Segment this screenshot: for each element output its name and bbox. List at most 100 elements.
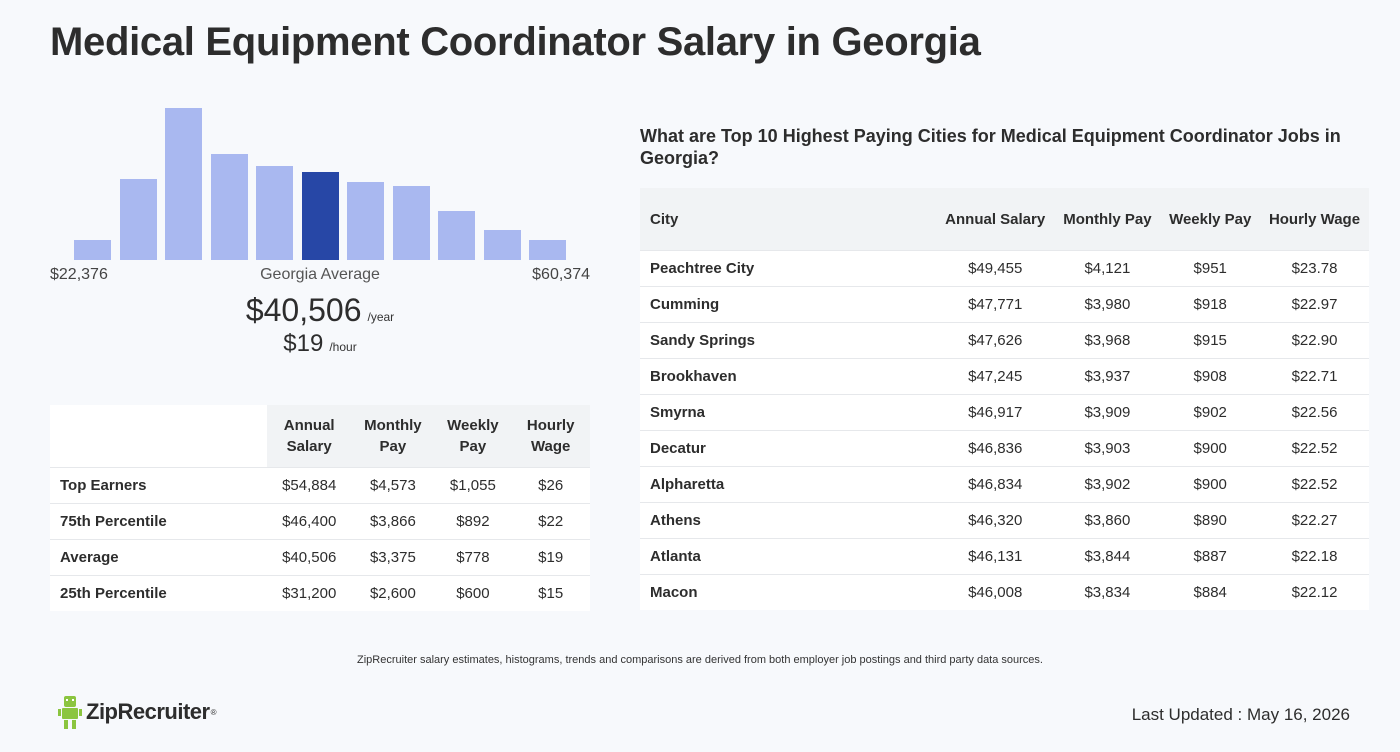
weekly-cell: $908 xyxy=(1160,358,1261,395)
page-title: Medical Equipment Coordinator Salary in … xyxy=(50,20,981,64)
histogram-center-label: Georgia Average xyxy=(260,266,380,283)
histogram-bar xyxy=(301,172,339,260)
histogram-axis-labels: $22,376 Georgia Average $60,374 xyxy=(50,266,590,286)
weekly-cell: $918 xyxy=(1160,286,1261,323)
annual-cell: $49,455 xyxy=(936,250,1055,287)
city-name: Athens xyxy=(640,502,936,539)
registered-mark: ® xyxy=(210,707,217,717)
weekly-cell: $600 xyxy=(434,575,512,611)
hourly-cell: $22.56 xyxy=(1260,394,1369,431)
monthly-cell: $3,860 xyxy=(1054,502,1161,539)
annual-cell: $46,400 xyxy=(267,503,352,540)
hourly-cell: $22.90 xyxy=(1260,322,1369,359)
average-hourly-unit: /hour xyxy=(329,340,357,354)
percentile-salary-table: Annual Salary Monthly Pay Weekly Pay Hou… xyxy=(50,405,590,611)
annual-cell: $40,506 xyxy=(267,539,352,576)
table-row: Cumming $47,771 $3,980 $918 $22.97 xyxy=(640,286,1369,323)
ziprecruiter-wordmark: ZipRecruiter xyxy=(86,699,210,724)
row-label: Average xyxy=(50,539,267,576)
ziprecruiter-logo[interactable]: ZipRecruiter ® xyxy=(58,694,217,730)
row-label: 25th Percentile xyxy=(50,575,267,611)
city-name: Brookhaven xyxy=(640,358,936,395)
histogram-bar xyxy=(165,108,202,260)
percentile-header-weekly: Weekly Pay xyxy=(434,405,512,468)
hourly-cell: $15 xyxy=(511,575,590,611)
city-name: Peachtree City xyxy=(640,250,936,287)
histogram-bar xyxy=(438,211,475,260)
row-label: Top Earners xyxy=(50,467,267,504)
city-name: Decatur xyxy=(640,430,936,467)
weekly-cell: $1,055 xyxy=(434,467,512,504)
cities-header-city: City xyxy=(640,188,936,251)
table-row: Smyrna $46,917 $3,909 $902 $22.56 xyxy=(640,394,1369,431)
table-row: Sandy Springs $47,626 $3,968 $915 $22.90 xyxy=(640,322,1369,359)
table-row: Peachtree City $49,455 $4,121 $951 $23.7… xyxy=(640,250,1369,287)
monthly-cell: $2,600 xyxy=(351,575,435,611)
table-row: 25th Percentile $31,200 $2,600 $600 $15 xyxy=(50,575,590,611)
monthly-cell: $4,573 xyxy=(351,467,435,504)
annual-cell: $46,834 xyxy=(936,466,1055,503)
monthly-cell: $3,375 xyxy=(351,539,435,576)
table-row: Brookhaven $47,245 $3,937 $908 $22.71 xyxy=(640,358,1369,395)
annual-cell: $54,884 xyxy=(267,467,352,504)
weekly-cell: $892 xyxy=(434,503,512,540)
percentile-table-header-row: Annual Salary Monthly Pay Weekly Pay Hou… xyxy=(50,405,590,468)
monthly-cell: $3,937 xyxy=(1054,358,1161,395)
city-name: Cumming xyxy=(640,286,936,323)
monthly-cell: $3,968 xyxy=(1054,322,1161,359)
hourly-cell: $22.52 xyxy=(1260,430,1369,467)
monthly-cell: $3,834 xyxy=(1054,574,1161,610)
weekly-cell: $887 xyxy=(1160,538,1261,575)
histogram-bar xyxy=(119,179,157,260)
histogram-bar xyxy=(210,154,248,260)
top-cities-heading: What are Top 10 Highest Paying Cities fo… xyxy=(640,126,1341,168)
histogram-bar xyxy=(256,166,293,260)
table-row: Macon $46,008 $3,834 $884 $22.12 xyxy=(640,574,1369,610)
city-name: Alpharetta xyxy=(640,466,936,503)
cities-table-header-row: City Annual Salary Monthly Pay Weekly Pa… xyxy=(640,188,1369,251)
weekly-cell: $951 xyxy=(1160,250,1261,287)
average-yearly-unit: /year xyxy=(367,310,395,324)
hourly-cell: $26 xyxy=(511,467,590,504)
hourly-cell: $22.52 xyxy=(1260,466,1369,503)
city-name: Smyrna xyxy=(640,394,936,431)
cities-header-annual: Annual Salary xyxy=(936,188,1055,251)
hourly-cell: $22 xyxy=(511,503,590,540)
table-row: Top Earners $54,884 $4,573 $1,055 $26 xyxy=(50,467,590,504)
annual-cell: $46,320 xyxy=(936,502,1055,539)
weekly-cell: $900 xyxy=(1160,430,1261,467)
average-hourly: $19/hour xyxy=(50,330,590,358)
weekly-cell: $902 xyxy=(1160,394,1261,431)
monthly-cell: $3,909 xyxy=(1054,394,1161,431)
last-updated: Last Updated : May 16, 2026 xyxy=(1131,705,1350,724)
hourly-cell: $22.27 xyxy=(1260,502,1369,539)
average-hourly-value: $19 xyxy=(283,330,324,357)
hourly-cell: $22.18 xyxy=(1260,538,1369,575)
cities-header-hourly: Hourly Wage xyxy=(1260,188,1369,251)
hourly-cell: $22.71 xyxy=(1260,358,1369,395)
weekly-cell: $915 xyxy=(1160,322,1261,359)
histogram-bar xyxy=(392,186,430,260)
annual-cell: $46,836 xyxy=(936,430,1055,467)
cities-header-monthly: Monthly Pay xyxy=(1054,188,1161,251)
table-row: Athens $46,320 $3,860 $890 $22.27 xyxy=(640,502,1369,539)
table-row: 75th Percentile $46,400 $3,866 $892 $22 xyxy=(50,503,590,540)
weekly-cell: $890 xyxy=(1160,502,1261,539)
table-row: Atlanta $46,131 $3,844 $887 $22.18 xyxy=(640,538,1369,575)
monthly-cell: $4,121 xyxy=(1054,250,1161,287)
histogram-bar xyxy=(347,182,384,260)
ziprecruiter-mascot-icon xyxy=(58,696,82,729)
weekly-cell: $900 xyxy=(1160,466,1261,503)
salary-histogram xyxy=(50,100,590,260)
city-name: Atlanta xyxy=(640,538,936,575)
weekly-cell: $884 xyxy=(1160,574,1261,610)
monthly-cell: $3,980 xyxy=(1054,286,1161,323)
monthly-cell: $3,902 xyxy=(1054,466,1161,503)
percentile-header-monthly: Monthly Pay xyxy=(351,405,435,468)
weekly-cell: $778 xyxy=(434,539,512,576)
row-label: 75th Percentile xyxy=(50,503,267,540)
hourly-cell: $23.78 xyxy=(1260,250,1369,287)
histogram-max-label: $60,374 xyxy=(532,266,590,283)
annual-cell: $46,131 xyxy=(936,538,1055,575)
monthly-cell: $3,903 xyxy=(1054,430,1161,467)
